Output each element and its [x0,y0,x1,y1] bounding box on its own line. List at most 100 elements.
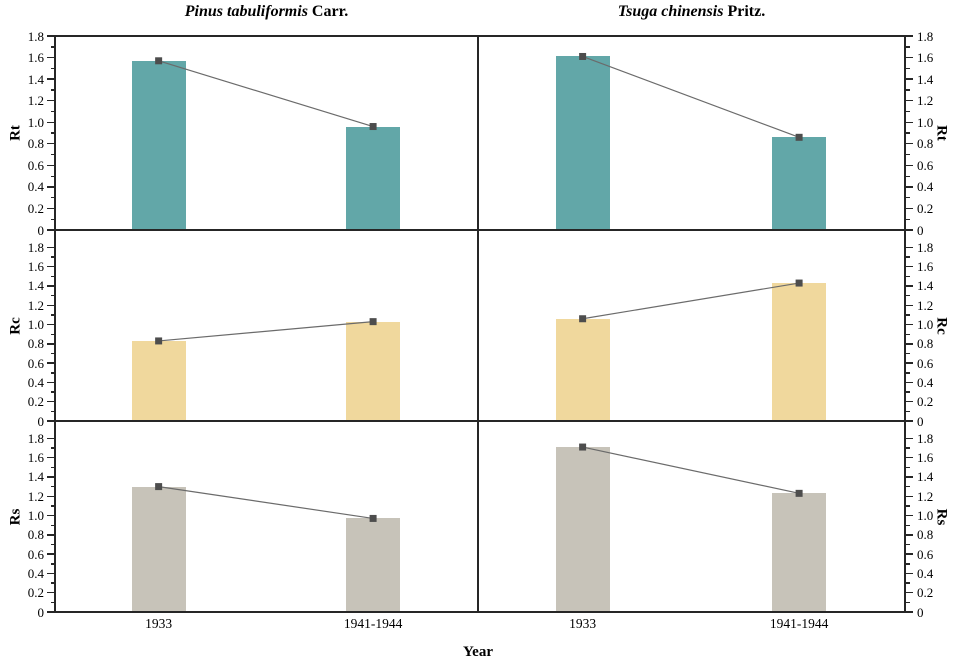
y-major-tick-right [905,78,913,80]
y-major-tick-right [905,437,913,440]
y-minor-tick-right [905,197,910,199]
y-minor-tick-right [905,485,910,488]
y-major-tick-right [905,143,913,145]
y-tick-label-right: 1.6 [917,259,934,275]
y-major-tick-right [905,495,913,497]
bar-rc-pinus-1933 [131,340,186,421]
plot-frame-top [55,35,905,37]
y-major-tick-right [905,476,913,478]
y-tick-label-left: 1.6 [27,450,44,466]
y-minor-tick-right [905,314,910,316]
y-tick-label-left: 0.6 [27,355,44,371]
y-major-tick-right [905,121,913,123]
y-tick-label-left: 1.4 [27,71,44,87]
y-major-tick-right [905,323,913,326]
y-major-tick-right [905,246,913,249]
y-major-tick-right [905,611,913,613]
trend-line [582,282,800,320]
y-minor-tick-left [50,294,55,297]
y-minor-tick-left [50,275,55,278]
y-major-tick-left [47,246,55,249]
y-minor-tick-right [905,46,910,48]
y-major-tick-right [905,456,913,459]
y-tick-label-right: 0.6 [917,355,934,371]
y-minor-tick-left [50,352,55,355]
y-minor-tick-right [905,153,910,156]
y-minor-tick-left [50,67,55,70]
y-minor-tick-left [50,466,55,469]
y-major-tick-left [47,401,55,403]
y-major-tick-left [47,304,55,306]
y-tick-label-right: 1.4 [917,278,934,294]
trend-line [158,486,374,520]
y-minor-tick-right [905,256,910,258]
y-tick-label-right: 0.8 [917,136,934,152]
bar-rt-pinus-1941-1944 [346,126,401,230]
y-tick-label-right: 1.2 [917,488,934,504]
y-tick-label-left: 1.0 [27,317,44,333]
y-major-tick-left [47,495,55,497]
y-minor-tick-left [50,505,55,507]
row-divider-1 [55,229,905,231]
y-major-tick-right [905,99,913,102]
bar-rt-pinus-1933 [131,60,186,230]
y-axis-label-rc-left: Rc [7,316,24,335]
y-tick-label-left: 0.6 [27,546,44,562]
y-minor-tick-left [50,543,55,546]
y-major-tick-right [905,285,913,287]
y-major-tick-left [47,35,55,37]
species-name-tsuga: Tsuga chinensis [617,3,724,20]
y-tick-label-right: 1.0 [917,317,934,333]
y-major-tick-right [905,229,913,231]
trend-line-overlay-rt-pinus [155,57,377,131]
trend-line-overlay-rc-tsuga [579,279,803,323]
bar-rc-tsuga-1941-1944 [772,283,827,421]
y-axis-label-rc-right: Rc [933,316,950,335]
y-major-tick-left [47,343,55,345]
y-major-tick-left [47,56,55,59]
y-minor-tick-left [50,89,55,91]
y-major-tick-left [47,592,55,594]
y-tick-label-left: 0.4 [27,179,44,195]
y-major-tick-left [47,265,55,268]
y-minor-tick-left [50,447,55,449]
y-tick-label-left: 0.2 [27,394,44,410]
y-tick-label-right: 1.4 [917,469,934,485]
y-minor-tick-left [50,256,55,258]
y-minor-tick-right [905,352,910,355]
y-tick-label-left: 1.8 [27,239,44,255]
trend-line [582,55,800,138]
y-major-tick-right [905,56,913,59]
authority-name-carr: Carr. [311,3,349,20]
y-major-tick-right [905,381,913,384]
y-major-tick-left [47,514,55,517]
y-tick-label-left: 1.2 [27,93,44,109]
y-tick-label-right: 1.0 [917,114,934,130]
y-major-tick-right [905,362,913,364]
y-minor-tick-left [50,410,55,413]
y-tick-label-left: 1.8 [27,430,44,446]
y-tick-label-left: 0.8 [27,136,44,152]
y-tick-label-right: 1.6 [917,450,934,466]
y-major-tick-left [47,99,55,102]
y-major-tick-left [47,323,55,326]
bar-rc-pinus-1941-1944 [346,321,401,421]
y-minor-tick-right [905,582,910,584]
y-minor-tick-right [905,275,910,278]
y-major-tick-right [905,35,913,37]
y-tick-label-left: 1.6 [27,259,44,275]
y-tick-label-left: 1.8 [27,28,44,44]
y-minor-tick-right [905,410,910,413]
y-minor-tick-left [50,582,55,584]
trend-line [158,60,374,128]
y-tick-label-right: 1.4 [917,71,934,87]
y-major-tick-left [47,553,55,555]
y-major-tick-right [905,553,913,555]
y-major-tick-left [47,420,55,422]
y-tick-label-left: 0.2 [27,585,44,601]
y-minor-tick-right [905,466,910,469]
y-minor-tick-left [50,314,55,316]
y-major-tick-left [47,456,55,459]
y-axis-label-rt-right: Rt [933,125,950,141]
y-tick-label-right: 1.8 [917,239,934,255]
